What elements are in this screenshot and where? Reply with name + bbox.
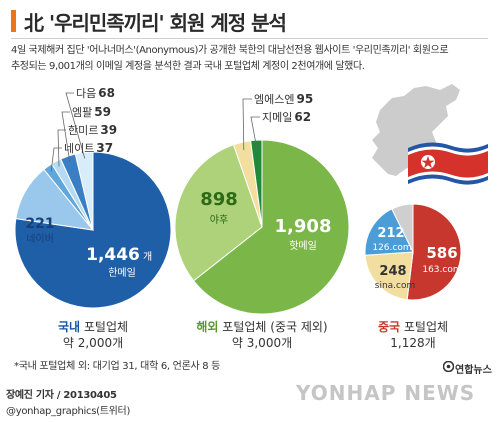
leader-line (50, 147, 62, 172)
north-korea-map-icon (372, 84, 460, 176)
pie-slice-3 (364, 208, 414, 256)
slice-name-small: 네이트 37 (64, 141, 113, 155)
twitter-handle: @yonhap_graphics(트위터) (6, 406, 131, 417)
title-divider (11, 38, 488, 39)
slice-value-yahoo: 898 (200, 189, 238, 210)
leader-line (61, 111, 71, 162)
chart-title-highlight: 국내 (58, 319, 80, 334)
footnote: *국내 포털업체 외: 대기업 31, 대학 6, 언론사 8 등 (14, 361, 221, 372)
chart-title-rest: 포털업체 (80, 320, 128, 334)
slice-name-hotmail: 핫메일 (289, 240, 317, 252)
slice-name-small: 지메일 62 (262, 110, 311, 124)
slice-value-naver: 221 (25, 216, 54, 232)
slice-value-small: 95 (296, 92, 313, 106)
chart-subtitle: 약 3,000개 (232, 335, 292, 350)
pie-slice-4 (250, 139, 263, 228)
slice-value-small: 62 (294, 110, 311, 124)
slice-name-sina: sina.com (375, 281, 416, 291)
pie-slice-1 (192, 139, 350, 315)
chart-title-highlight: 중국 (378, 320, 400, 334)
leader-line (242, 98, 252, 151)
slice-name-yahoo: 야후 (210, 214, 228, 226)
slice-value-hotmail: 1,908 (275, 216, 332, 237)
slice-value-hanmail: 1,446 (86, 245, 140, 265)
slice-name-hanmail: 한메일 (108, 267, 136, 279)
intro-line-2: 추정되는 9,001개의 이메일 계정을 분석한 결과 국내 포털업체 계정이 … (11, 61, 365, 72)
page-title: 北 '우리민족끼리' 회원 계정 분석 (24, 10, 287, 35)
slice-name-163: 163.com (422, 265, 461, 275)
slice-value-small: 39 (100, 123, 117, 137)
intro-line-1: 4일 국제해커 집단 '어나너머스'(Anonymous)가 공개한 북한의 대… (11, 45, 449, 56)
yonhap-logo-text: 연합뉴스 (455, 365, 492, 376)
slice-name-small: 엠에스엔 95 (254, 92, 313, 106)
slice-name-small: 다음 68 (76, 86, 115, 100)
chart-title: 중국 포털업체 (378, 320, 448, 334)
leader-line (250, 116, 260, 149)
chart-title: 국내 포털업체 (58, 319, 128, 334)
slice-value-sina: 248 (379, 264, 406, 279)
north-korea-flag-icon (408, 142, 488, 185)
author-credit: 장예진 기자 / 20130405 (6, 390, 117, 401)
watermark: YONHAP NEWS (296, 381, 476, 405)
pie-slice-4 (391, 203, 414, 253)
pie-slice-2 (174, 144, 263, 282)
chart-title: 해외 포털업체 (중국 제외) (196, 319, 327, 334)
title-row: 北 '우리민족끼리' 회원 계정 분석 (11, 8, 287, 35)
intro-text: 4일 국제해커 집단 '어나너머스'(Anonymous)가 공개한 북한의 대… (11, 43, 489, 75)
slice-name-126: 126.com (372, 243, 411, 253)
slice-unit-hanmail: 개 (143, 251, 152, 263)
slice-value-small: 59 (94, 105, 111, 119)
leader-line (65, 92, 86, 159)
leader-line (57, 129, 66, 167)
slice-value-163: 586 (426, 244, 457, 262)
pie-slice-6 (74, 151, 94, 231)
slice-value-small: 37 (96, 141, 113, 155)
chart-title-rest: 포털업체 (400, 320, 448, 334)
chart-title-rest: 포털업체 (중국 제외) (218, 320, 327, 334)
slice-value-126: 212 (377, 226, 404, 241)
slice-value-small: 68 (98, 86, 115, 100)
pie-slice-2 (364, 251, 414, 301)
slice-name-small: 한미르 39 (68, 123, 117, 137)
yonhap-logo-icon (443, 361, 454, 372)
slice-name-naver: 네이버 (26, 233, 54, 245)
chart-title-highlight: 해외 (196, 319, 218, 334)
slice-name-small: 엠팔 59 (72, 105, 111, 119)
pie-slice-1 (406, 203, 462, 301)
title-accent-bar (11, 10, 16, 32)
chart-subtitle: 1,128개 (390, 336, 435, 350)
chart-subtitle: 약 2,000개 (63, 335, 123, 350)
